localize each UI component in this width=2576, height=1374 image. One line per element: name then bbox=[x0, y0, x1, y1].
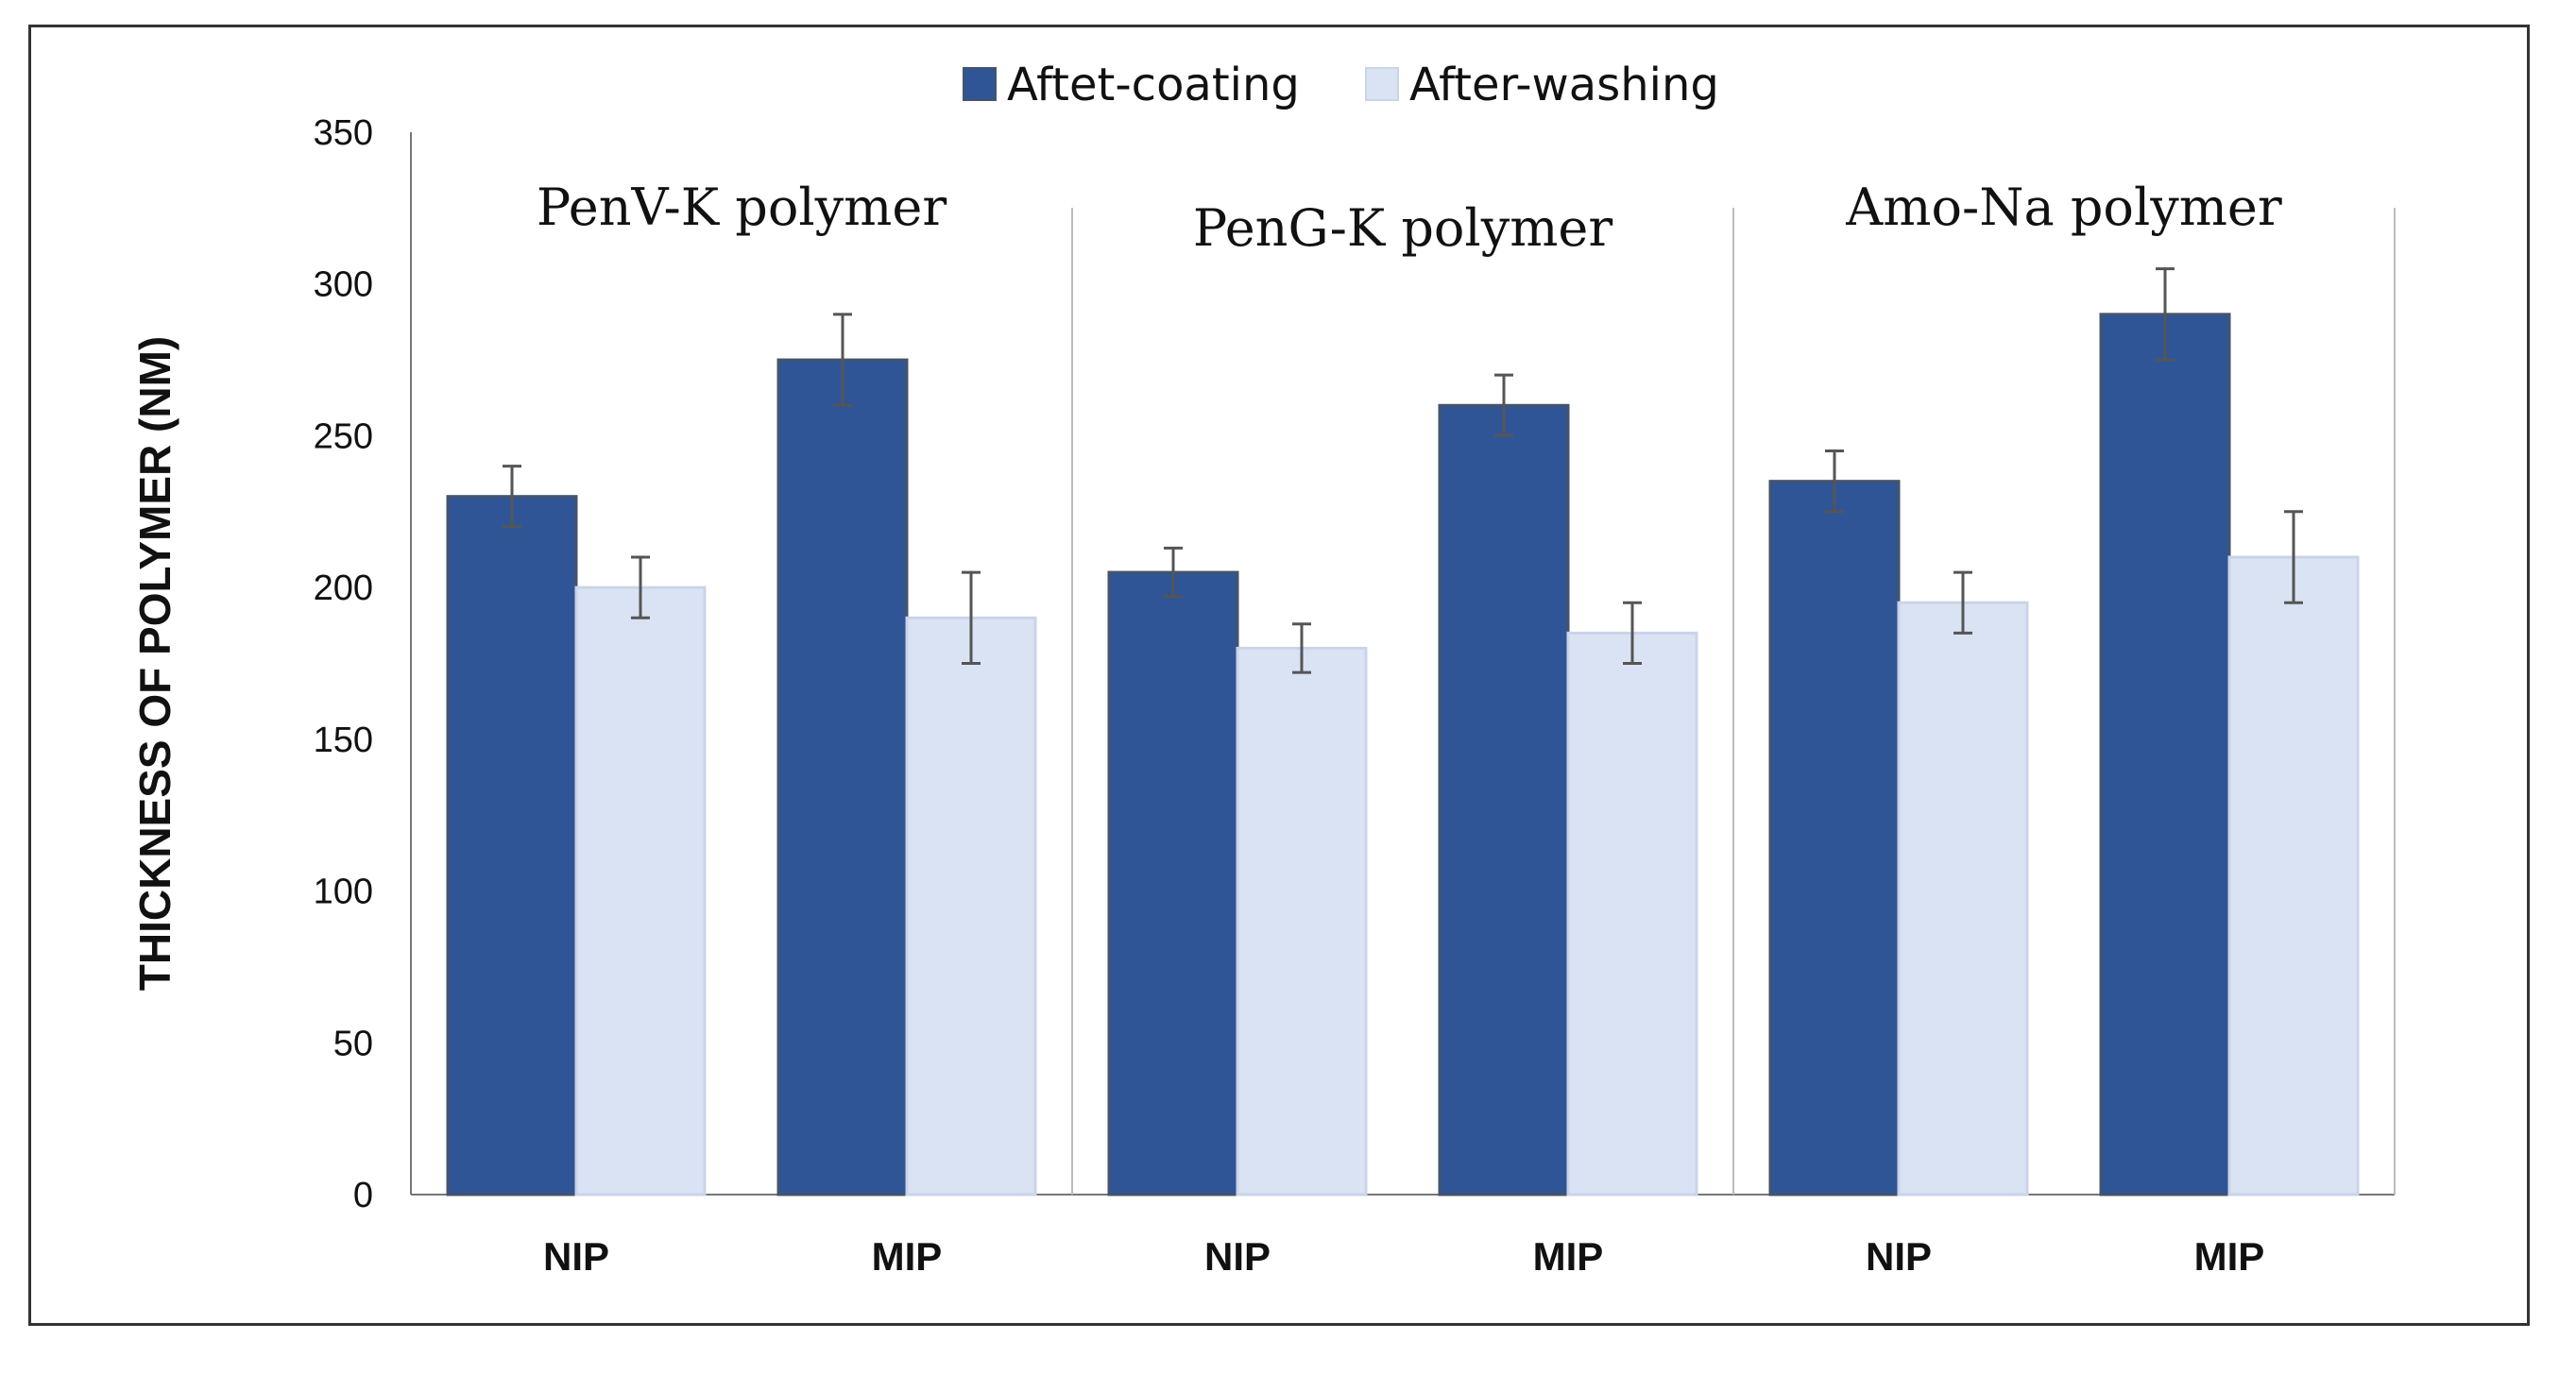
bar-after-washing bbox=[1236, 646, 1368, 1196]
legend-label-aftet-coating: Aftet-coating bbox=[1007, 59, 1300, 111]
category-label: MIP bbox=[2194, 1234, 2265, 1279]
bar-aftet-coating bbox=[1768, 480, 1901, 1196]
y-tick-label: 350 bbox=[314, 113, 373, 153]
bar-after-washing bbox=[1897, 601, 2029, 1196]
bar-after-washing bbox=[1566, 631, 1698, 1196]
bar-aftet-coating bbox=[1107, 570, 1239, 1196]
group-label: Amo-Na polymer bbox=[1845, 178, 2282, 237]
bar-aftet-coating bbox=[776, 358, 909, 1196]
y-tick-label: 150 bbox=[314, 721, 373, 760]
bar-aftet-coating bbox=[1438, 403, 1570, 1196]
y-axis: 0 50 100 150 200 250 300 350 bbox=[314, 113, 412, 1215]
bar-aftet-coating bbox=[2099, 313, 2231, 1196]
plot-area: PenV-K polymer NIP MIP PenG-K polymer NIP MIP… bbox=[411, 178, 2396, 1279]
bar-after-washing bbox=[574, 585, 707, 1196]
legend: Aftet-coating After-washing bbox=[963, 59, 1719, 111]
bar-after-washing bbox=[905, 616, 1037, 1196]
y-tick-label: 50 bbox=[333, 1024, 373, 1063]
bar-aftet-coating bbox=[446, 495, 578, 1196]
category-label: MIP bbox=[872, 1234, 943, 1279]
y-axis-label: THICKNESS OF POLYMER (NM) bbox=[130, 336, 179, 991]
group-label: PenG-K polymer bbox=[1193, 198, 1613, 258]
category-label: NIP bbox=[1204, 1234, 1271, 1279]
legend-label-after-washing: After-washing bbox=[1409, 59, 1719, 111]
y-tick-label: 200 bbox=[314, 568, 373, 608]
legend-swatch-after-washing bbox=[1365, 67, 1399, 101]
y-tick-label: 100 bbox=[314, 873, 373, 912]
category-label: NIP bbox=[1866, 1234, 1932, 1279]
category-label: NIP bbox=[543, 1234, 609, 1279]
group-label: PenV-K polymer bbox=[537, 178, 947, 237]
category-label: MIP bbox=[1533, 1234, 1604, 1279]
y-tick-label: 300 bbox=[314, 265, 373, 305]
y-tick-label: 250 bbox=[314, 416, 373, 456]
bar-after-washing bbox=[2227, 555, 2360, 1196]
legend-swatch-aftet-coating bbox=[963, 67, 997, 101]
y-tick-label: 0 bbox=[353, 1176, 373, 1215]
